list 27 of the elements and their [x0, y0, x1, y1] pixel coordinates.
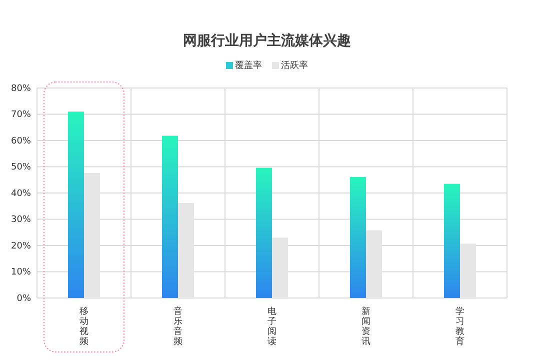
y-tick-label: 70% — [10, 110, 32, 120]
bar — [84, 173, 100, 298]
legend-label: 活跃率 — [281, 60, 308, 71]
y-tick-label: 30% — [10, 215, 32, 226]
bar — [460, 244, 476, 298]
y-tick-label: 60% — [10, 136, 32, 146]
bar — [256, 168, 272, 298]
x-tick-label: 音乐音频 — [174, 306, 182, 347]
chart-title: 网服行业用户主流媒体兴趣 — [183, 32, 351, 49]
bar — [68, 112, 84, 298]
y-tick-label: 50% — [10, 162, 32, 173]
bar — [178, 202, 194, 298]
x-tick-label: 新闻资讯 — [362, 306, 370, 347]
bar — [350, 176, 366, 298]
y-tick-label: 0% — [16, 294, 32, 304]
bar — [272, 238, 288, 298]
bar — [366, 230, 382, 298]
x-tick-label: 电子阅读 — [268, 306, 276, 347]
bar — [162, 136, 178, 298]
legend-label: 覆盖率 — [235, 60, 262, 71]
x-tick-label: 学习教育 — [456, 306, 464, 347]
y-tick-label: 10% — [10, 268, 32, 278]
bar — [444, 184, 460, 298]
y-tick-label: 20% — [10, 241, 32, 252]
y-tick-label: 40% — [10, 188, 32, 199]
x-tick-label: 移动视频 — [80, 306, 88, 347]
y-tick-label: 80% — [10, 84, 32, 94]
